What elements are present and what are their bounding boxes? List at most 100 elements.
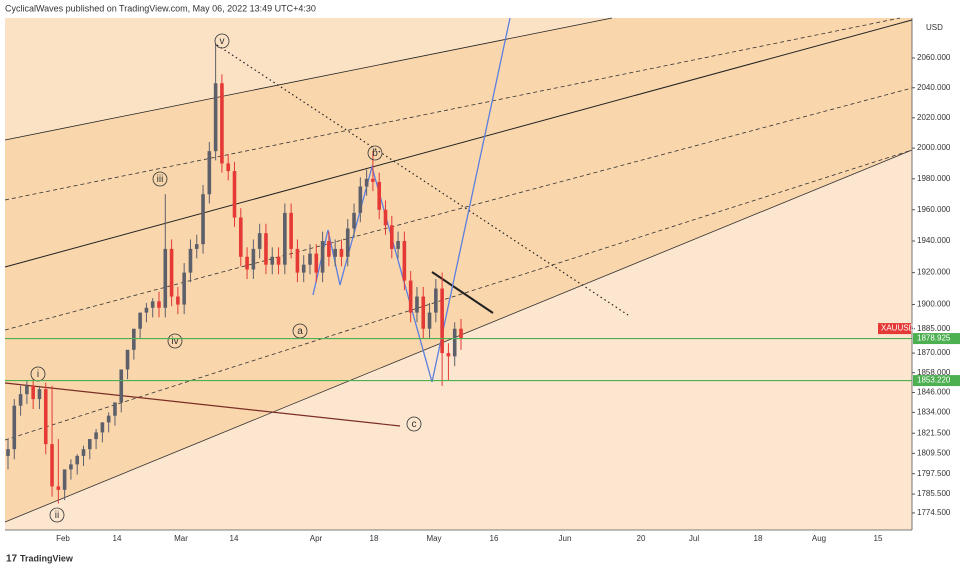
candles — [6, 43, 463, 504]
candle-body — [389, 225, 394, 249]
candle-body — [176, 296, 180, 305]
y-tick-label: 1885.000 — [917, 324, 951, 333]
wave-circle — [406, 416, 422, 432]
x-tick-label: 16 — [490, 534, 499, 543]
y-tick-label: 1797.500 — [917, 469, 951, 478]
candle-body — [314, 253, 319, 273]
symbol-tag-label: XAUUSD — [881, 324, 915, 333]
candle-body — [144, 307, 149, 313]
y-tick-label: 2020.000 — [917, 113, 951, 122]
candle-body — [188, 248, 193, 273]
candle-body — [245, 256, 249, 270]
wave-circle — [367, 145, 383, 161]
y-tick-label: 1809.500 — [917, 448, 951, 457]
candle-body — [207, 151, 212, 195]
candle-body — [270, 256, 275, 265]
y-tick-label: 2040.000 — [917, 83, 951, 92]
candle-body — [434, 288, 438, 313]
currency: USD — [926, 23, 943, 32]
candle-body — [132, 328, 136, 350]
x-tick-label: Apr — [310, 534, 323, 543]
candle-body — [320, 241, 325, 273]
drawings — [4, 17, 913, 523]
channel-line — [4, 149, 913, 523]
candle-body — [295, 248, 300, 273]
candle-body — [251, 248, 256, 270]
header: CyclicalWaves published on TradingView.c… — [5, 3, 316, 13]
x-tick-label: 14 — [230, 534, 239, 543]
wave-label: iv — [171, 336, 178, 347]
x-tick-label: 14 — [113, 534, 122, 543]
wave-label: ii — [55, 510, 59, 521]
candle-body — [12, 405, 17, 450]
candle-body — [327, 241, 331, 257]
channel-line — [4, 19, 913, 268]
candle-body — [452, 328, 457, 357]
x-tick-label: 18 — [754, 534, 763, 543]
dotted-line — [216, 44, 629, 316]
wave-label: v — [220, 36, 225, 47]
y-tick-label: 1846.000 — [917, 388, 951, 397]
y-tick-label: 1870.000 — [917, 348, 951, 357]
y-tick-label: 1980.000 — [917, 174, 951, 183]
candle-body — [81, 449, 86, 456]
y-tick-label: 1900.000 — [917, 300, 951, 309]
x-tick-label: Jul — [689, 534, 699, 543]
candle-body — [113, 402, 117, 416]
x-tick-label: Aug — [812, 534, 826, 543]
wave-label: a — [297, 326, 303, 337]
wave-circle — [152, 171, 168, 187]
y-tick-label: 1774.500 — [917, 508, 951, 517]
candle-body — [163, 248, 168, 308]
channel-fills — [5, 18, 912, 530]
candle-body — [157, 301, 161, 308]
y-tick-label: 1920.000 — [917, 268, 951, 277]
candle-body — [125, 349, 130, 370]
wave-label: i — [37, 369, 39, 380]
price-tag-label: 1878.925 — [917, 334, 951, 343]
x-tick-label: Jun — [559, 534, 572, 543]
candle-body — [232, 171, 237, 218]
candle-body — [87, 439, 92, 450]
candle-body — [150, 301, 155, 308]
candle-body — [339, 248, 344, 257]
candle-body — [201, 194, 205, 245]
candle-body — [69, 464, 73, 470]
candle-body — [94, 432, 98, 440]
x-tick-label: Feb — [56, 534, 70, 543]
candle-body — [100, 422, 105, 433]
candle-body — [56, 486, 61, 490]
candle-body — [396, 241, 400, 249]
x-tick-label: 15 — [874, 534, 883, 543]
candle-body — [427, 312, 432, 329]
projection-path — [312, 17, 511, 383]
candle-body — [31, 385, 35, 400]
symbol-tag — [878, 323, 911, 335]
candle-body — [25, 385, 29, 395]
channel-dashed — [4, 149, 913, 441]
candle-body — [459, 328, 463, 339]
wave-label: c — [412, 419, 417, 430]
candle-body — [43, 389, 48, 445]
price-tag — [913, 333, 960, 345]
channel-band — [5, 18, 912, 522]
channel-dashed — [4, 17, 901, 201]
candle-body — [408, 280, 413, 313]
y-tick-label: 2060.000 — [917, 53, 951, 62]
candle-body — [106, 415, 111, 423]
candle-body — [138, 312, 142, 329]
y-tick-label: 1960.000 — [917, 205, 951, 214]
y-tick-label: 1785.500 — [917, 489, 951, 498]
candle-body — [6, 449, 10, 456]
candle-body — [289, 212, 293, 249]
wave-circle — [167, 333, 183, 349]
candle-body — [220, 83, 224, 164]
candle-body — [238, 217, 243, 257]
candle-body — [358, 186, 363, 213]
x-tick-label: 18 — [370, 534, 379, 543]
candle-body — [345, 228, 350, 257]
candle-body — [169, 248, 174, 297]
candle-body — [226, 163, 231, 172]
channel-line — [4, 17, 613, 141]
